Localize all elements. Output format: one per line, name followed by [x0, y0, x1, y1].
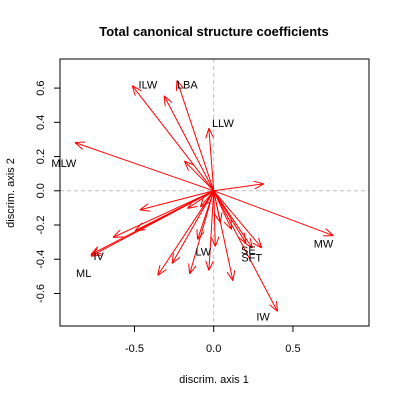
- vector-arrow: [213, 184, 263, 192]
- vector-arrow: [165, 97, 215, 192]
- vector-arrow: [76, 143, 214, 192]
- vector-arrow: [133, 86, 215, 192]
- vector-arrow: [213, 190, 252, 247]
- vector-label-iw: IW: [256, 312, 270, 324]
- vector-label-se: SE: [241, 245, 256, 257]
- x-tick-label: 0.0: [206, 343, 221, 355]
- vector-label-iv: IV: [93, 251, 104, 263]
- vector-arrow: [158, 190, 215, 275]
- vector-label-ml: ML: [76, 268, 91, 280]
- vector-arrow: [198, 190, 215, 239]
- chart-title: Total canonical structure coefficients: [99, 24, 328, 39]
- vector-arrow: [209, 190, 215, 270]
- y-tick-label: -0.4: [35, 250, 47, 269]
- vector-arrow: [213, 190, 277, 311]
- y-tick-label: 0.0: [35, 183, 47, 198]
- vector-arrow: [213, 190, 333, 236]
- vector-arrow: [185, 162, 215, 192]
- vector-label-mlw: MLW: [51, 158, 76, 170]
- vector-arrow: [177, 81, 215, 191]
- y-axis-label: discrim. axis 2: [5, 158, 17, 228]
- x-tick-label: 0.5: [285, 343, 300, 355]
- vector-label-lw: LW: [195, 247, 211, 259]
- y-tick-label: -0.2: [35, 216, 47, 235]
- x-axis-label: discrim. axis 1: [179, 374, 249, 386]
- vector-label-mw: MW: [314, 238, 334, 250]
- y-axis: -0.6 -0.4 -0.2 0.0 0.2 0.4 0.6: [35, 80, 60, 303]
- vector-arrow: [141, 190, 214, 210]
- vector-arrow: [173, 190, 215, 263]
- vector-label-sft: SFT: [241, 252, 262, 264]
- vector-arrow: [213, 190, 262, 247]
- y-tick-label: 0.4: [35, 115, 47, 130]
- vector-arrows: [76, 81, 333, 310]
- vector-arrow: [114, 190, 214, 237]
- plot-frame: [59, 58, 370, 327]
- vector-arrow: [213, 190, 231, 229]
- vector-arrow: [213, 190, 220, 222]
- x-tick-label: -0.5: [125, 343, 144, 355]
- vector-label-lba: LBA: [177, 79, 198, 91]
- vector-label-llw: LLW: [212, 118, 234, 130]
- vector-label-ilw: ILW: [139, 79, 158, 91]
- vector-arrow: [209, 129, 215, 191]
- y-tick-label: -0.6: [35, 284, 47, 303]
- x-axis: -0.5 0.0 0.5: [125, 326, 301, 355]
- y-tick-label: 0.6: [35, 80, 47, 95]
- vector-arrow: [136, 190, 214, 230]
- y-tick-label: 0.2: [35, 149, 47, 164]
